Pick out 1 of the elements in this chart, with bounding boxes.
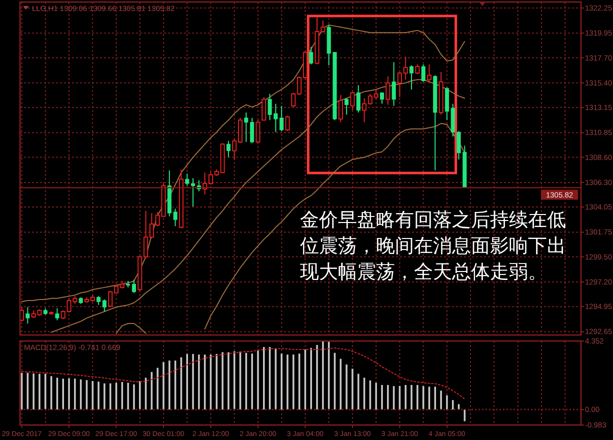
annotation: 金价早盘略有回落之后持续在低位震荡，晚间在消息面影响下出现大幅震荡，全天总体走弱。 xyxy=(300,208,566,285)
